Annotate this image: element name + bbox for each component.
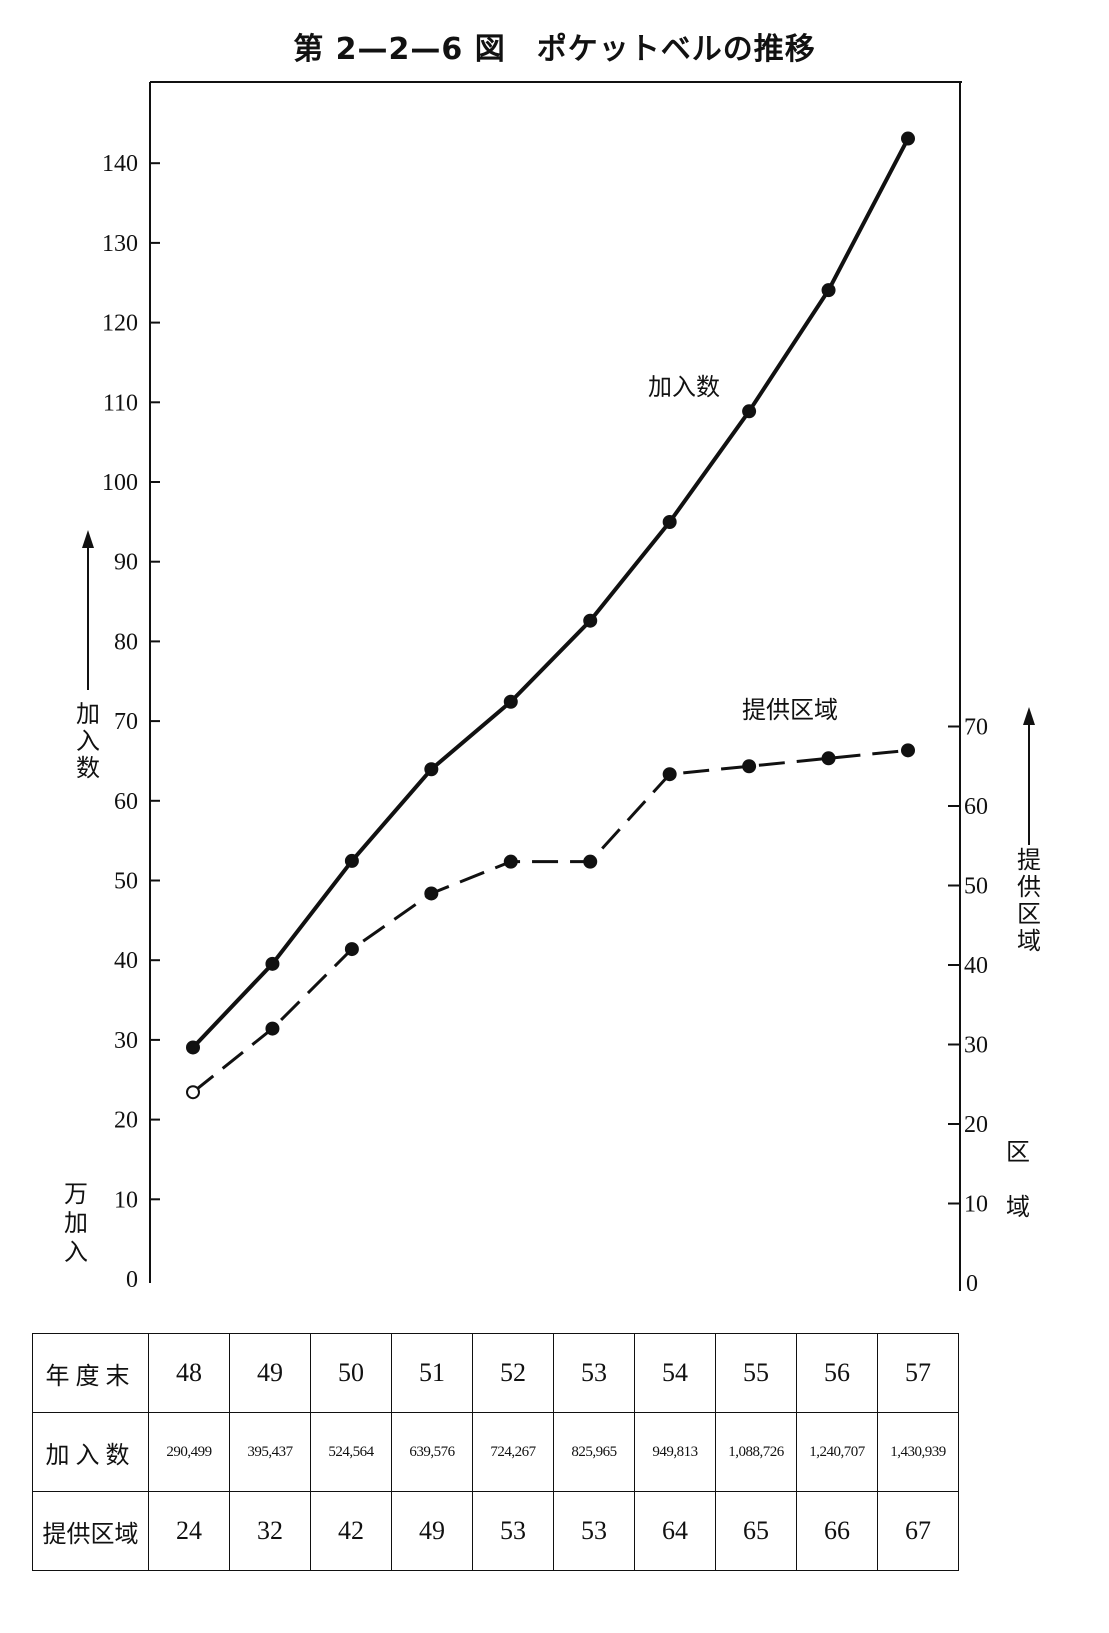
left-tick-label-110: 110 (103, 390, 138, 416)
data-point-s0-6 (662, 514, 677, 529)
left-tick-label-70: 70 (114, 709, 138, 735)
series-label-subscribers: 加入数 (648, 373, 720, 401)
right-axis-title: 提供区域 (1017, 846, 1041, 955)
data-point-s1-7 (742, 759, 757, 774)
table-cell-areas-6: 64 (634, 1491, 716, 1571)
row-header-subscribers: 加入数 (32, 1412, 149, 1492)
data-point-s1-2 (344, 942, 359, 957)
plot-frame (149, 81, 962, 1291)
data-point-s0-8 (821, 283, 836, 298)
data-point-s0-3 (424, 762, 439, 777)
series-line-0 (191, 137, 910, 1049)
data-point-s0-0 (186, 1040, 200, 1055)
left-tick-label-40: 40 (114, 948, 138, 974)
data-point-s1-9 (901, 743, 915, 758)
right-tick-label-30: 30 (964, 1033, 988, 1059)
table-cell-years-4: 52 (472, 1333, 554, 1413)
data-point-s1-0 (186, 1085, 200, 1100)
table-cell-years-0: 48 (148, 1333, 230, 1413)
right-tick-label-20: 20 (964, 1112, 988, 1138)
series-lines (191, 137, 910, 1094)
table-cell-years-8: 56 (796, 1333, 878, 1413)
table-cell-years-1: 49 (229, 1333, 311, 1413)
table-cell-subscribers-9: 1,430,939 (877, 1412, 959, 1492)
right-axis-unit: 区域 (1006, 1138, 1030, 1221)
left-tick-label-20: 20 (114, 1108, 138, 1134)
left-tick-label-10: 10 (114, 1187, 138, 1213)
series-points (186, 131, 915, 1100)
left-axis-title: 加入数 (76, 700, 100, 782)
table-cell-subscribers-2: 524,564 (310, 1412, 392, 1492)
chart-title: 第 2—2—6 図 ポケットベルの推移 (293, 32, 816, 67)
data-point-s1-8 (821, 751, 836, 766)
table-cell-areas-1: 32 (229, 1491, 311, 1571)
table-cell-years-9: 57 (877, 1333, 959, 1413)
right-tick-label-60: 60 (964, 794, 988, 820)
table-cell-subscribers-6: 949,813 (634, 1412, 716, 1492)
data-point-s0-9 (901, 131, 915, 146)
table-cell-subscribers-1: 395,437 (229, 1412, 311, 1492)
right-tick-label-40: 40 (964, 953, 988, 979)
table-cell-subscribers-5: 825,965 (553, 1412, 635, 1492)
data-point-s1-1 (265, 1021, 280, 1036)
left-tick-label-130: 130 (102, 231, 138, 257)
table-cell-subscribers-3: 639,576 (391, 1412, 473, 1492)
right-axis-ticks: 0 10 20 30 40 50 60 70 (948, 715, 988, 1297)
data-point-s1-5 (583, 854, 598, 869)
table-cell-areas-0: 24 (148, 1491, 230, 1571)
data-point-s0-5 (583, 613, 598, 628)
row-header-areas: 提供区域 (32, 1491, 149, 1571)
table-cell-years-5: 53 (553, 1333, 635, 1413)
data-point-s1-6 (662, 767, 677, 782)
plot-area: 0 10 20 30 40 50 60 70 80 90 100 110 120 130 140 0 10 20… (64, 81, 1041, 1297)
table-cell-subscribers-0: 290,499 (148, 1412, 230, 1492)
series-label-areas: 提供区域 (742, 696, 838, 724)
table-cell-subscribers-4: 724,267 (472, 1412, 554, 1492)
table-cell-years-7: 55 (715, 1333, 797, 1413)
left-tick-label-30: 30 (114, 1028, 138, 1054)
table-cell-years-3: 51 (391, 1333, 473, 1413)
right-axis-arrowhead (1023, 707, 1035, 725)
left-tick-label-50: 50 (114, 869, 138, 895)
table-cell-years-2: 50 (310, 1333, 392, 1413)
table-cell-areas-4: 53 (472, 1491, 554, 1571)
series-line-1 (192, 748, 909, 1094)
data-point-s0-2 (344, 853, 359, 868)
table-cell-years-6: 54 (634, 1333, 716, 1413)
right-tick-label-10: 10 (964, 1192, 988, 1218)
data-point-s0-4 (503, 694, 518, 709)
table-cell-areas-9: 67 (877, 1491, 959, 1571)
left-tick-label-80: 80 (114, 629, 138, 655)
left-tick-label-0: 0 (126, 1267, 138, 1293)
table-cell-areas-5: 53 (553, 1491, 635, 1571)
row-header-year: 年度末 (32, 1333, 149, 1413)
left-tick-label-90: 90 (114, 550, 138, 576)
left-tick-label-120: 120 (102, 311, 138, 337)
table-cell-areas-3: 49 (391, 1491, 473, 1571)
table-cell-subscribers-7: 1,088,726 (715, 1412, 797, 1492)
data-point-s1-4 (503, 854, 518, 869)
left-tick-label-60: 60 (114, 789, 138, 815)
table-row-year: 年度末 48 49 50 51 52 53 54 55 56 57 (32, 1333, 959, 1413)
left-axis-ticks: 0 10 20 30 40 50 60 70 80 90 100 110 120 130 140 (102, 151, 160, 1293)
table-row-areas: 提供区域 24 32 42 49 53 53 64 65 66 67 (32, 1491, 959, 1571)
right-tick-label-50: 50 (964, 874, 988, 900)
table-cell-areas-2: 42 (310, 1491, 392, 1571)
left-axis-unit: 万加入 (64, 1180, 88, 1266)
right-tick-label-0: 0 (966, 1271, 978, 1297)
data-point-s0-1 (265, 956, 280, 971)
left-tick-label-140: 140 (102, 151, 138, 177)
data-point-s1-3 (424, 886, 439, 901)
table-cell-areas-8: 66 (796, 1491, 878, 1571)
left-axis-arrowhead (82, 530, 94, 548)
table-cell-subscribers-8: 1,240,707 (796, 1412, 878, 1492)
table-row-subscribers: 加入数 290,499 395,437 524,564 639,576 724,267 8… (32, 1412, 959, 1492)
table-cell-areas-7: 65 (715, 1491, 797, 1571)
left-tick-label-100: 100 (102, 470, 138, 496)
right-tick-label-70: 70 (964, 715, 988, 741)
data-point-s0-7 (742, 404, 757, 419)
data-table: 年度末 48 49 50 51 52 53 54 55 56 57 加入数 290,499 395,… (32, 1333, 959, 1571)
